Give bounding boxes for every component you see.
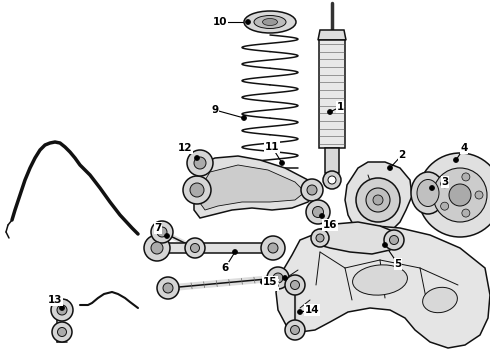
Circle shape [261, 279, 266, 284]
Text: 11: 11 [265, 142, 279, 152]
Circle shape [311, 229, 329, 247]
Circle shape [151, 242, 163, 254]
Circle shape [319, 213, 324, 219]
Circle shape [261, 236, 285, 260]
Text: 4: 4 [460, 143, 467, 153]
Circle shape [163, 283, 173, 293]
Circle shape [279, 161, 285, 166]
Circle shape [454, 158, 459, 162]
Circle shape [323, 171, 341, 189]
Circle shape [291, 280, 299, 289]
Text: 5: 5 [394, 259, 402, 269]
Circle shape [441, 180, 449, 188]
Circle shape [268, 243, 278, 253]
Circle shape [291, 325, 299, 334]
Circle shape [306, 200, 330, 224]
Circle shape [383, 243, 388, 248]
Circle shape [356, 178, 400, 222]
Text: 12: 12 [178, 143, 192, 153]
Circle shape [285, 320, 305, 340]
Text: 13: 13 [48, 295, 62, 305]
Circle shape [157, 277, 179, 299]
Text: 14: 14 [305, 305, 319, 315]
Text: 3: 3 [441, 177, 449, 187]
Text: 15: 15 [263, 277, 277, 287]
Polygon shape [314, 222, 398, 254]
Circle shape [328, 176, 336, 184]
Circle shape [462, 209, 470, 217]
Ellipse shape [353, 265, 407, 295]
Text: 7: 7 [154, 223, 162, 233]
Polygon shape [318, 30, 346, 40]
Circle shape [267, 267, 289, 289]
Text: 1: 1 [336, 102, 343, 112]
Ellipse shape [411, 172, 445, 214]
Circle shape [462, 173, 470, 181]
Ellipse shape [254, 15, 286, 28]
Ellipse shape [423, 287, 457, 313]
Polygon shape [157, 243, 273, 253]
Ellipse shape [263, 18, 277, 26]
Circle shape [165, 234, 170, 238]
Circle shape [232, 249, 238, 255]
Polygon shape [200, 165, 305, 210]
Circle shape [384, 230, 404, 250]
Circle shape [190, 183, 204, 197]
Circle shape [283, 275, 288, 280]
Circle shape [59, 306, 65, 310]
Text: 8: 8 [271, 280, 279, 290]
Circle shape [418, 153, 490, 237]
Polygon shape [325, 148, 339, 173]
Circle shape [157, 227, 167, 237]
Circle shape [313, 207, 323, 217]
Ellipse shape [244, 11, 296, 33]
Circle shape [245, 19, 250, 24]
Polygon shape [345, 162, 412, 238]
Circle shape [390, 235, 398, 244]
Text: 6: 6 [221, 263, 229, 273]
Text: 10: 10 [213, 17, 227, 27]
Circle shape [316, 234, 324, 242]
Circle shape [297, 310, 302, 315]
Text: 2: 2 [398, 150, 406, 160]
Circle shape [430, 185, 435, 190]
Circle shape [185, 238, 205, 258]
Circle shape [285, 275, 305, 295]
Circle shape [57, 305, 67, 315]
Circle shape [449, 184, 471, 206]
Polygon shape [276, 225, 490, 348]
Circle shape [187, 150, 213, 176]
Circle shape [144, 235, 170, 261]
Circle shape [441, 202, 449, 210]
Ellipse shape [417, 180, 439, 207]
Text: 16: 16 [323, 220, 337, 230]
Polygon shape [194, 156, 315, 218]
Circle shape [191, 243, 199, 252]
Circle shape [151, 221, 173, 243]
Circle shape [433, 168, 487, 222]
Circle shape [195, 156, 199, 161]
Circle shape [52, 322, 72, 342]
Circle shape [301, 179, 323, 201]
Circle shape [273, 273, 283, 283]
Circle shape [307, 185, 317, 195]
Circle shape [57, 328, 67, 337]
Circle shape [366, 188, 390, 212]
Circle shape [388, 166, 392, 171]
Circle shape [194, 157, 206, 169]
Polygon shape [319, 40, 345, 148]
Circle shape [51, 299, 73, 321]
Circle shape [242, 116, 246, 121]
Circle shape [475, 191, 483, 199]
Circle shape [327, 109, 333, 114]
Circle shape [183, 176, 211, 204]
Text: 9: 9 [212, 105, 219, 115]
Circle shape [373, 195, 383, 205]
